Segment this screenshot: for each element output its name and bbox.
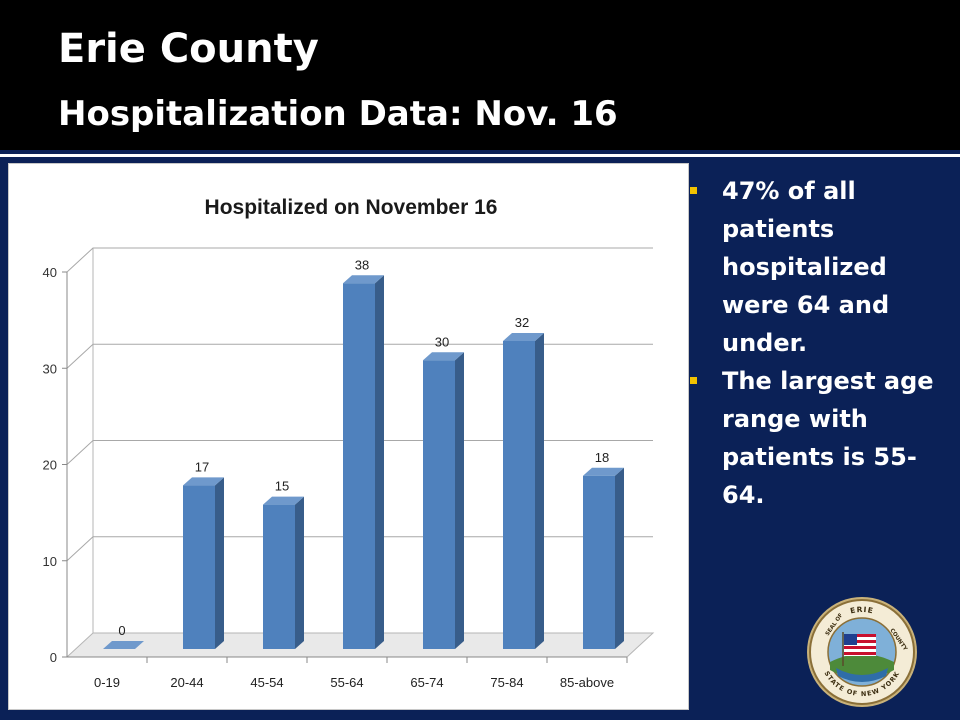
bar-75-84 (503, 333, 544, 649)
y-tick-label: 40 (43, 265, 57, 280)
chart-title: Hospitalized on November 16 (205, 196, 498, 219)
bar-side (455, 352, 464, 649)
bar-65-74 (423, 352, 464, 649)
bar-top (583, 467, 624, 476)
bullet-text-1: 47% of all patients hospitalized were 64… (722, 177, 890, 357)
gridline (66, 247, 653, 273)
bar-top (503, 333, 544, 341)
data-label: 18 (595, 450, 609, 465)
bar-side (215, 477, 224, 649)
bar-front (183, 485, 215, 649)
bar-side (535, 333, 544, 649)
bar-top (423, 352, 464, 361)
bar-front (503, 341, 535, 649)
bullet-item-1: 47% of all patients hospitalized were 64… (688, 172, 953, 362)
bar-top (343, 275, 384, 284)
bullet-item-2: The largest age range with patients is 5… (688, 362, 953, 514)
seal-top-text: ERIE (849, 605, 873, 616)
data-label: 15 (275, 479, 289, 494)
bar-85-above (583, 467, 624, 649)
y-tick-label: 0 (50, 650, 57, 665)
x-tick-label: 45-54 (250, 675, 283, 690)
county-seal-logo: ERIE STATE OF NEW YORK SEAL OF COUNTY (807, 597, 917, 707)
bar-top (183, 477, 224, 486)
bar-front (583, 475, 615, 649)
seal-flag (842, 632, 876, 666)
gridline (66, 536, 653, 562)
bar-20-44 (183, 477, 224, 649)
title-divider (0, 154, 960, 157)
label-layer: 0 10 20 30 40 0 0-19 17 20-44 15 45-54 38 55-64 30 65-… (43, 257, 615, 690)
bar-chart: 0 10 20 30 40 0 0-19 17 20-44 15 45-54 38 55-64 30 65-… (43, 196, 655, 690)
bar-top (263, 496, 304, 505)
bar-0-19 (103, 641, 144, 649)
x-tick-label: 20-44 (170, 675, 203, 690)
bar-side (615, 467, 624, 649)
x-tick-label: 65-74 (410, 675, 443, 690)
data-label: 0 (118, 623, 125, 638)
bar-front (263, 504, 295, 649)
bullet-marker (690, 187, 697, 194)
bar-front (343, 283, 375, 649)
data-label: 32 (515, 315, 529, 330)
bar-top (103, 641, 144, 649)
bar-45-54 (263, 496, 304, 649)
bar-side (375, 275, 384, 649)
axis-layer (62, 271, 628, 663)
y-tick-label: 30 (43, 361, 57, 376)
y-tick-label: 20 (43, 458, 57, 473)
chart-frame: 0 10 20 30 40 0 0-19 17 20-44 15 45-54 38 55-64 30 65-… (8, 163, 689, 710)
data-label: 38 (355, 257, 369, 272)
bullet-text-2: The largest age range with patients is 5… (722, 367, 934, 509)
bullet-list: 47% of all patients hospitalized were 64… (688, 172, 953, 514)
x-tick-label: 85-above (560, 675, 614, 690)
data-label: 30 (435, 334, 449, 349)
title-bar: Erie County Hospitalization Data: Nov. 1… (0, 0, 960, 150)
gridline (66, 440, 653, 465)
bullet-marker (690, 377, 697, 384)
bar-side (295, 496, 304, 649)
x-tick-label: 0-19 (94, 675, 120, 690)
bar-55-64 (343, 275, 384, 649)
svg-text:ERIE: ERIE (849, 605, 874, 616)
x-tick-label: 55-64 (330, 675, 363, 690)
bar-front (423, 360, 455, 649)
bar-layer (103, 275, 624, 649)
gridline (66, 343, 653, 369)
x-tick-label: 75-84 (490, 675, 523, 690)
data-label: 17 (195, 459, 209, 474)
slide-title: Erie County (58, 26, 319, 72)
slide-subtitle: Hospitalization Data: Nov. 16 (58, 94, 618, 134)
y-tick-label: 10 (43, 554, 57, 569)
